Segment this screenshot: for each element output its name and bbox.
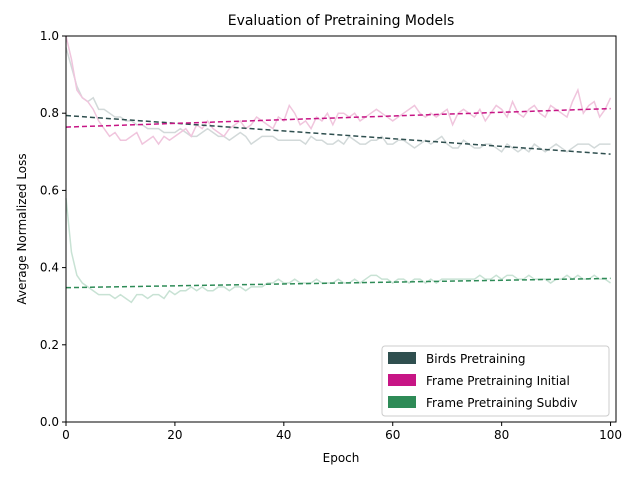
trend-line-0 (65, 114, 611, 155)
plot-frame (65, 35, 617, 423)
x-tick-label: 40 (276, 428, 291, 442)
x-tick-label: 80 (494, 428, 509, 442)
chart-title: Evaluation of Pretraining Models (228, 13, 455, 29)
y-tick-label: 0.0 (40, 415, 59, 429)
y-tick-label: 1.0 (40, 29, 59, 43)
raw-series-line-2 (65, 198, 611, 304)
trend-line-1 (65, 107, 611, 128)
legend-swatch-frame-initial (388, 374, 416, 386)
y-tick-label: 0.6 (40, 183, 59, 197)
trend-line-2 (65, 277, 611, 289)
x-tick-label: 60 (385, 428, 400, 442)
y-tick-label: 0.2 (40, 338, 59, 352)
legend-swatch-frame-subdiv (388, 396, 416, 408)
legend-swatch-birds (388, 352, 416, 364)
x-axis-label: Epoch (323, 451, 360, 465)
y-axis-label: Average Normalized Loss (15, 153, 29, 304)
raw-series-line-1 (65, 35, 612, 146)
legend-label-birds: Birds Pretraining (426, 352, 526, 366)
x-tick-label: 100 (599, 428, 622, 442)
y-tick-label: 0.4 (40, 261, 59, 275)
legend-label-frame-initial: Frame Pretraining Initial (426, 374, 570, 388)
y-axis: 0.0 0.2 0.4 0.6 0.8 1.0 (40, 29, 66, 429)
trend-lines (65, 107, 611, 289)
x-axis: 0 20 40 60 80 100 (62, 422, 622, 442)
x-tick-label: 0 (62, 428, 70, 442)
y-tick-label: 0.8 (40, 106, 59, 120)
raw-series-lines (65, 35, 612, 304)
legend: Birds Pretraining Frame Pretraining Init… (381, 345, 610, 417)
legend-box (381, 345, 610, 417)
raw-series-line-0 (65, 47, 611, 153)
legend-label-frame-subdiv: Frame Pretraining Subdiv (426, 396, 577, 410)
x-tick-label: 20 (167, 428, 182, 442)
